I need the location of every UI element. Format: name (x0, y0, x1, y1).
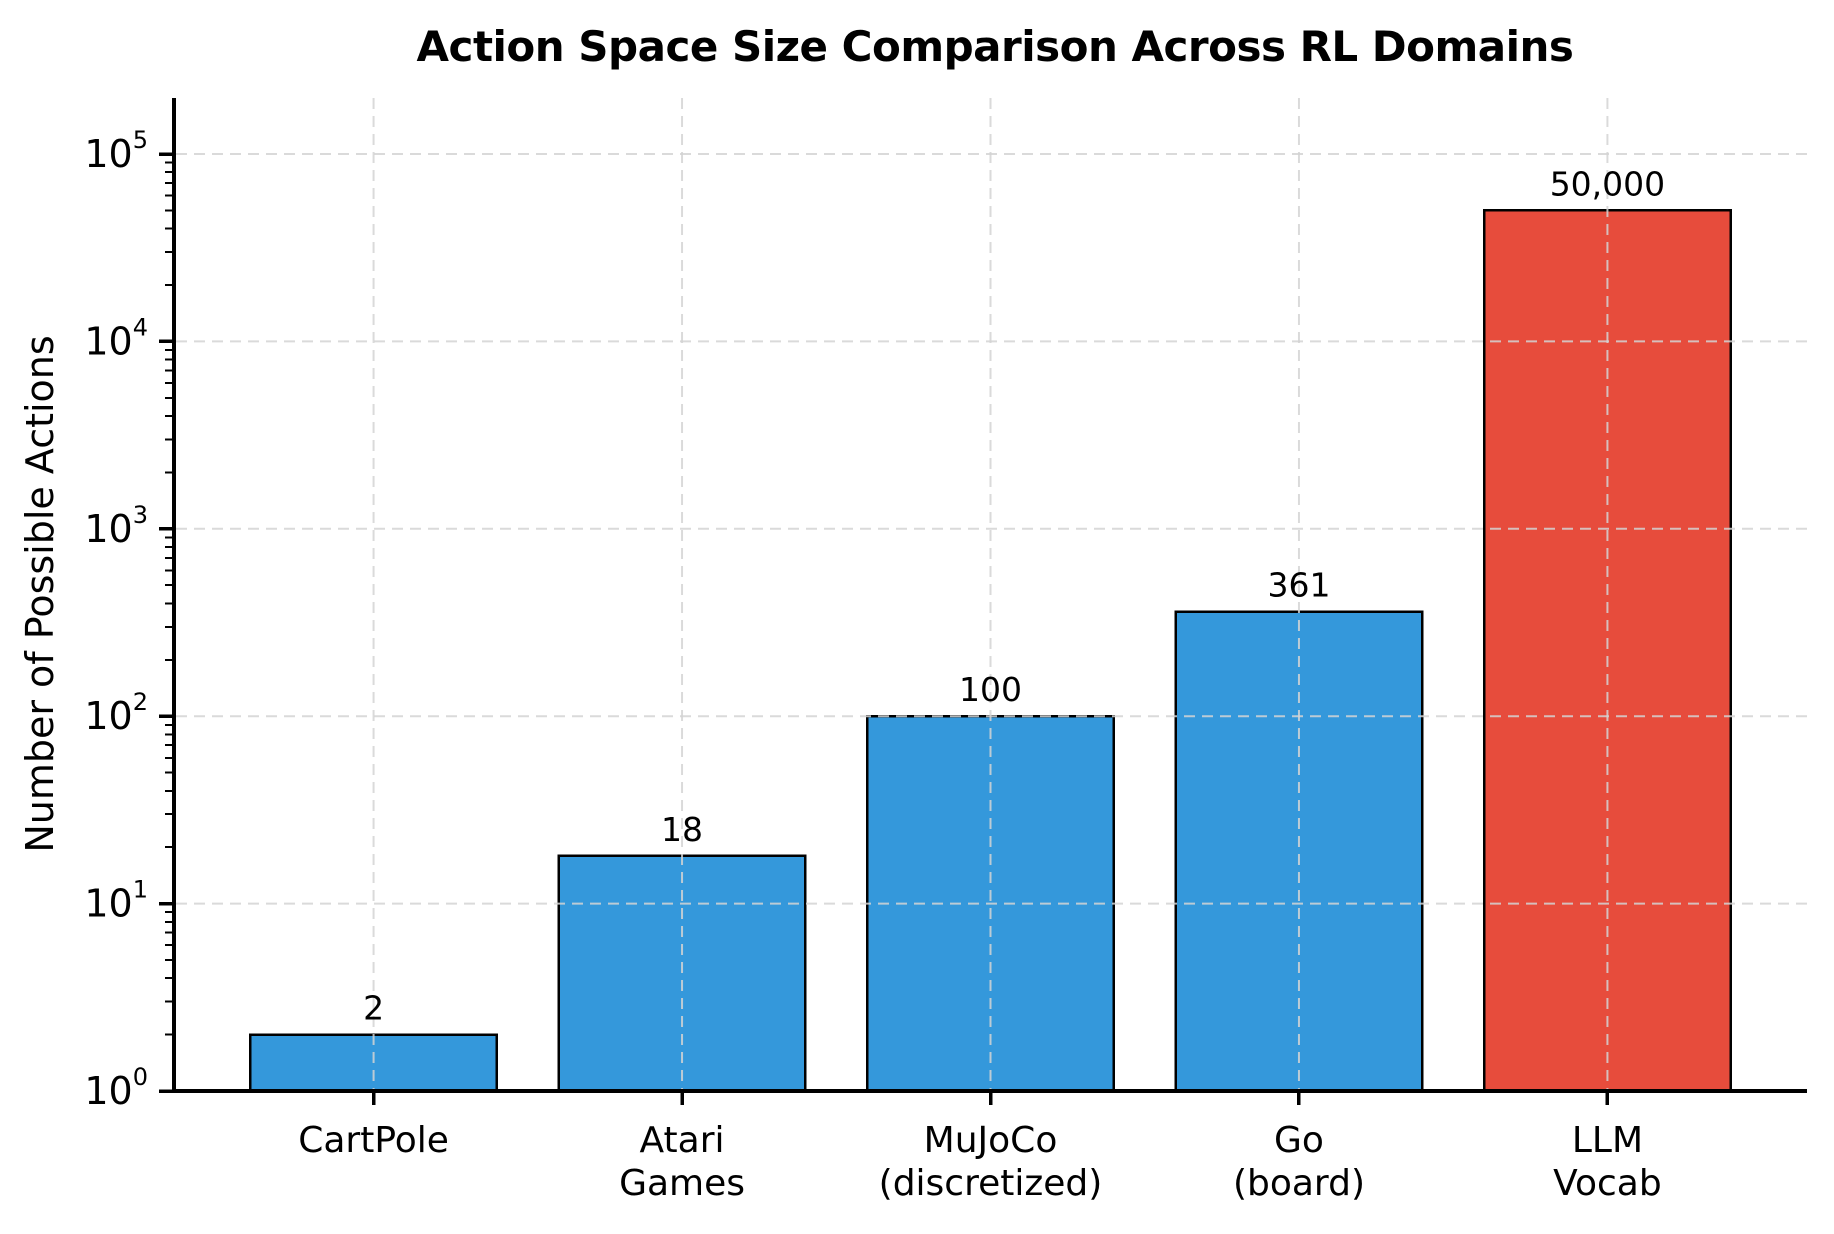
bar-value-label-llm: 50,000 (1550, 164, 1665, 203)
y-tick-label-1e3: 103 (84, 501, 148, 551)
y-axis-label: Number of Possible Actions (18, 335, 62, 852)
x-tick-label-cartpole: CartPole (298, 1120, 449, 1161)
bar-value-label-mujoco: 100 (959, 670, 1022, 709)
x-tick-label-go: Go (board) (1233, 1120, 1365, 1204)
bar-go (1174, 610, 1424, 1093)
y-tick-label-1e5: 105 (84, 126, 148, 176)
y-tick-label-1e0: 100 (84, 1063, 148, 1113)
y-tick-label-1e4: 104 (84, 313, 148, 363)
chart-title: Action Space Size Comparison Across RL D… (417, 22, 1574, 71)
labels-layer: 100 101 102 103 104 105 CartPole Atari Games MuJo… (84, 126, 1665, 1204)
x-tick-label-llm: LLM Vocab (1553, 1120, 1662, 1204)
bar-value-label-atari: 18 (661, 810, 703, 849)
bar-value-label-cartpole: 2 (363, 989, 384, 1028)
axes-layer (159, 98, 1807, 1105)
bar-value-label-go: 361 (1267, 566, 1330, 605)
grid-layer (176, 98, 1807, 1089)
y-tick-label-1e1: 101 (84, 876, 148, 926)
y-tick-label-1e2: 102 (84, 688, 148, 738)
x-tick-label-atari: Atari Games (619, 1120, 745, 1204)
x-tick-label-mujoco: MuJoCo (discretized) (879, 1120, 1103, 1204)
